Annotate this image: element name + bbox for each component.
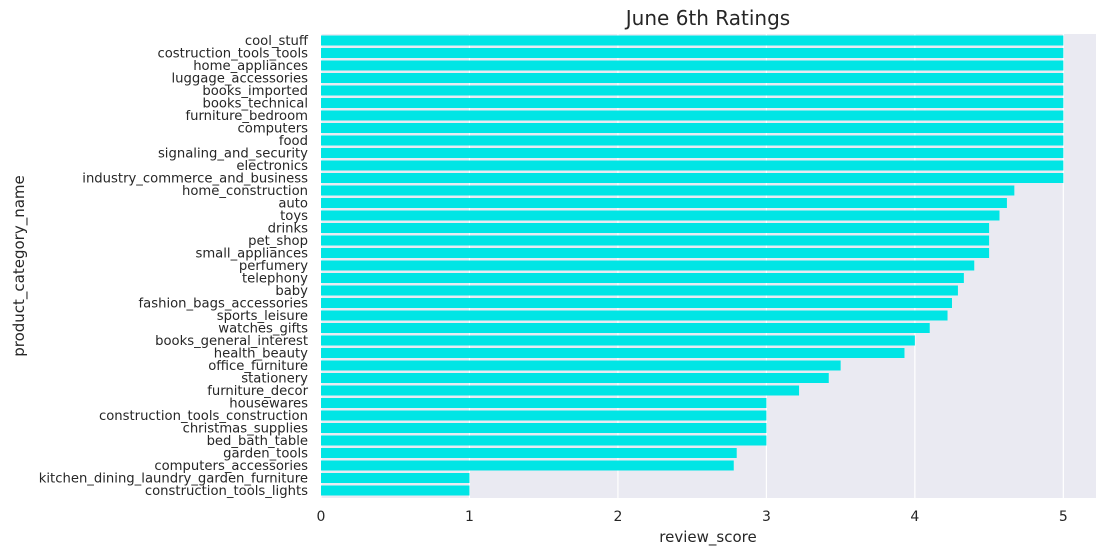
bar [321, 323, 930, 333]
y-tick-label: perfumery [239, 259, 308, 274]
chart-title: June 6th Ratings [624, 6, 790, 30]
bar [321, 373, 829, 383]
bar [321, 160, 1064, 171]
y-tick-label: cool_stuff [245, 34, 309, 49]
y-tick-label: luggage_accessories [172, 72, 309, 87]
y-tick-label: signaling_and_security [158, 147, 308, 162]
bar [321, 210, 1000, 221]
bar [321, 273, 964, 283]
bar [321, 185, 1015, 196]
bar [321, 260, 975, 271]
y-tick-label: auto [278, 197, 308, 212]
bar [321, 348, 905, 358]
y-tick-label: sports_leisure [217, 309, 308, 324]
bar [321, 448, 737, 458]
bar [321, 335, 915, 346]
bar [321, 148, 1064, 158]
y-tick-label: construction_tools_construction [99, 409, 308, 424]
x-tick-label: 0 [317, 509, 326, 525]
y-tick-label: christmas_supplies [183, 422, 309, 437]
bar [321, 173, 1064, 183]
y-tick-label: books_general_interest [155, 334, 308, 349]
bar [321, 223, 990, 233]
y-tick-label: home_construction [182, 184, 308, 199]
x-tick-label: 2 [613, 509, 622, 525]
y-tick-label: furniture_decor [207, 384, 308, 399]
y-tick-label: fashion_bags_accessories [139, 297, 309, 312]
bar [321, 35, 1064, 46]
bar [321, 385, 800, 396]
y-tick-label: small_appliances [195, 247, 308, 262]
y-tick-label: drinks [268, 222, 308, 237]
y-tick-label: bed_bath_table [207, 434, 308, 449]
bar [321, 235, 990, 246]
bar [321, 248, 990, 258]
y-axis-label: product_category_name [10, 175, 29, 357]
bar [321, 398, 767, 408]
bar [321, 73, 1064, 83]
bar [321, 98, 1064, 108]
y-tick-label: computers_accessories [154, 459, 308, 474]
y-tick-label: furniture_bedroom [185, 109, 308, 124]
bar [321, 85, 1064, 96]
bar [321, 423, 767, 433]
y-tick-label: industry_commerce_and_business [82, 172, 308, 187]
bar [321, 123, 1064, 133]
bar [321, 473, 470, 483]
bar [321, 310, 948, 321]
y-tick-label: computers [238, 122, 309, 137]
y-tick-label: books_imported [202, 84, 308, 99]
x-axis-label: review_score [659, 528, 756, 547]
bar [321, 135, 1064, 146]
y-tick-label: construction_tools_lights [145, 484, 308, 499]
y-tick-label: baby [275, 284, 308, 299]
bar [321, 435, 767, 446]
bar [321, 48, 1064, 58]
y-tick-label: pet_shop [248, 234, 308, 249]
bar [321, 460, 734, 471]
y-tick-label: home_appliances [193, 59, 308, 74]
y-tick-label: office_furniture [208, 359, 308, 374]
bar [321, 485, 470, 496]
bar [321, 298, 952, 308]
bar [321, 360, 841, 371]
y-tick-label: electronics [236, 159, 308, 174]
bar [321, 60, 1064, 71]
y-tick-label: housewares [229, 397, 308, 412]
bar [321, 110, 1064, 121]
bar [321, 285, 958, 296]
bar [321, 410, 767, 421]
x-tick-label: 1 [465, 509, 474, 525]
y-tick-label: food [279, 134, 308, 149]
y-tick-label: kitchen_dining_laundry_garden_furniture [39, 472, 308, 487]
x-tick-label: 5 [1059, 509, 1068, 525]
y-tick-label: costruction_tools_tools [157, 47, 308, 62]
x-tick-label: 3 [762, 509, 771, 525]
y-tick-label: toys [280, 209, 308, 224]
y-tick-label: telephony [242, 272, 308, 287]
y-tick-label: garden_tools [223, 447, 308, 462]
y-tick-label: health_beauty [214, 347, 308, 362]
y-tick-label: watches_gifts [218, 322, 308, 337]
bar [321, 198, 1007, 208]
y-tick-label: stationery [241, 372, 308, 387]
y-tick-label: books_technical [202, 97, 308, 112]
x-tick-label: 4 [910, 509, 919, 525]
